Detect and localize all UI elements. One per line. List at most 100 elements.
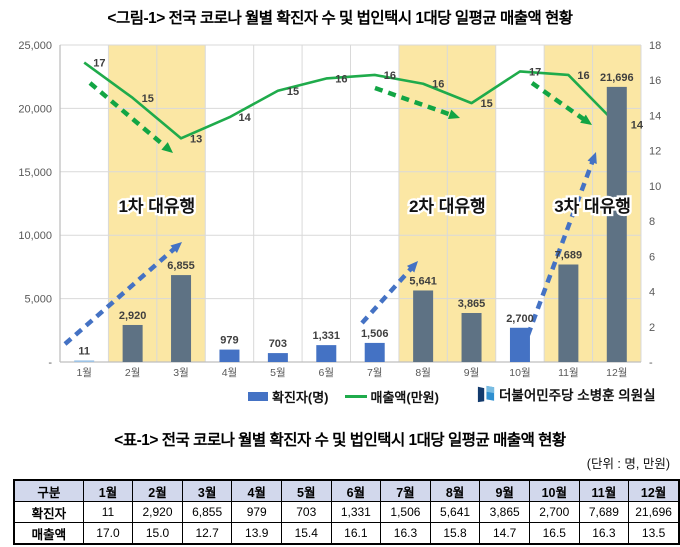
- table-cell: 6,855: [181, 501, 233, 523]
- line-data-label: 16: [384, 70, 396, 82]
- table-cell: 14.7: [479, 522, 530, 545]
- table-row: 확진자 11 2,920 6,855 979 703 1,331 1,506 5,641 3,86…: [13, 501, 680, 523]
- table-col-header: 1월: [82, 479, 134, 502]
- table-col-header: 3월: [181, 479, 233, 502]
- bar-5월: [267, 353, 288, 362]
- x-axis-month-label: 3월: [173, 367, 189, 379]
- green-arrowhead: [580, 114, 592, 125]
- table-cell: 3,865: [479, 501, 530, 523]
- table-cell: 15.0: [132, 522, 183, 545]
- right-axis-tick: 14: [649, 110, 661, 122]
- bar-data-label: 1,506: [361, 328, 389, 340]
- right-axis-tick: 2: [649, 322, 655, 334]
- unit-note: (단위 : 명, 만원): [586, 457, 670, 471]
- table-col-header: 구분: [13, 479, 84, 502]
- attribution: 더불어민주당 소병훈 의원실: [477, 384, 656, 404]
- table-row-label: 확진자: [13, 501, 84, 523]
- right-axis-tick: 4: [649, 287, 655, 299]
- wave-label: 2차 대유행: [409, 197, 486, 216]
- left-axis-tick: 15,000: [18, 167, 52, 179]
- legend-item-confirmed: 확진자(명): [248, 387, 329, 406]
- line-data-label: 16: [335, 73, 347, 85]
- green-trend-arrow: [88, 81, 167, 149]
- right-axis-tick: 6: [649, 251, 655, 263]
- bar-7월: [364, 342, 385, 362]
- bar-data-label: 5,641: [409, 275, 437, 287]
- x-axis-month-label: 12월: [606, 367, 627, 379]
- green-arrowhead: [161, 142, 173, 153]
- line-data-label: 15: [481, 98, 493, 110]
- table-cell: 5,641: [429, 501, 481, 523]
- chart-legend: 확진자(명) 매출액(만원): [248, 387, 439, 406]
- line-series-swatch: [344, 395, 367, 398]
- bar-data-label: 7,689: [555, 250, 583, 262]
- figure-title: <그림-1> 전국 코로나 월별 확진자 수 및 법인택시 1대당 일평균 매출…: [107, 10, 573, 27]
- line-data-label: 14: [631, 119, 644, 131]
- table-col-header: 5월: [280, 479, 332, 502]
- table-cell: 7,689: [578, 501, 630, 523]
- left-axis-tick: 20,000: [18, 103, 52, 115]
- bar-9월: [461, 312, 482, 362]
- table-col-header: 7월: [380, 479, 431, 502]
- table-cell: 1,506: [380, 501, 431, 523]
- bar-1월: [74, 360, 95, 362]
- left-axis-tick: 5,000: [24, 294, 52, 306]
- right-axis-tick: 12: [649, 146, 661, 158]
- table-header: 구분 1월 2월 3월 4월 5월 6월 7월 8월 9월 10월 11월 12월: [13, 479, 680, 502]
- blue-arrowhead: [406, 261, 418, 273]
- bar-6월: [316, 345, 337, 362]
- bar-11월: [558, 264, 579, 362]
- table-row-label: 매출액: [13, 522, 84, 545]
- table-col-header: 9월: [479, 479, 530, 502]
- table-col-header: 2월: [132, 479, 183, 502]
- bar-3월: [171, 275, 192, 362]
- bar-8월: [413, 290, 434, 362]
- table-cell: 16.5: [528, 522, 580, 545]
- bar-data-label: 11: [78, 345, 90, 357]
- bar-4월: [219, 349, 240, 362]
- table-cell: 11: [82, 501, 134, 523]
- right-axis-tick: 10: [649, 181, 661, 193]
- bar-10월: [509, 327, 530, 362]
- combo-chart: 25,000 20,000 15,000 10,000 5,000 - 18 16 14 12 10…: [18, 40, 661, 379]
- wave-label: 1차 대유행: [118, 197, 195, 216]
- blue-arrowhead: [170, 242, 182, 253]
- table-col-header: 10월: [528, 479, 580, 502]
- table-cell: 2,700: [528, 501, 580, 523]
- left-axis-tick: 25,000: [18, 40, 52, 52]
- table-cell: 16.3: [578, 522, 630, 545]
- line-data-label: 17: [93, 58, 105, 70]
- table-cell: 979: [231, 501, 282, 523]
- bar-12월: [606, 86, 627, 363]
- right-axis-tick: 18: [649, 40, 661, 52]
- bar-2월: [122, 324, 143, 362]
- bar-data-label: 3,865: [458, 298, 486, 310]
- left-axis-tick: 10,000: [18, 230, 52, 242]
- green-arrowhead: [447, 109, 460, 120]
- blue-trend-arrow: [525, 160, 595, 336]
- table-cell: 16.3: [380, 522, 431, 545]
- table-cell: 16.1: [330, 522, 382, 545]
- table-title: <표-1> 전국 코로나 월별 확진자 수 및 법인택시 1대당 일평균 매출액…: [114, 432, 566, 449]
- bar-data-label: 1,331: [313, 330, 341, 342]
- table-col-header: 12월: [628, 479, 680, 502]
- line-data-label: 16: [577, 70, 589, 82]
- table-col-header: 8월: [429, 479, 481, 502]
- table-cell: 1,331: [330, 501, 382, 523]
- left-axis-tick: -: [48, 357, 52, 369]
- x-axis-month-label: 7월: [367, 367, 383, 379]
- legend-line-label: 매출액(만원): [370, 390, 439, 405]
- right-axis-tick: -: [649, 357, 653, 369]
- x-axis-month-label: 6월: [319, 367, 335, 379]
- attribution-text: 더불어민주당 소병훈 의원실: [499, 388, 656, 403]
- x-axis-month-label: 2월: [125, 367, 141, 379]
- x-axis-month-label: 11월: [558, 367, 579, 379]
- right-axis-tick: 8: [649, 216, 655, 228]
- x-axis-month-label: 8월: [415, 367, 431, 379]
- table-col-header: 6월: [330, 479, 382, 502]
- right-axis-tick: 16: [649, 75, 661, 87]
- table-cell: 13.5: [628, 522, 680, 545]
- table-cell: 15.4: [280, 522, 332, 545]
- table-cell: 2,920: [132, 501, 183, 523]
- green-trend-arrow: [530, 81, 586, 122]
